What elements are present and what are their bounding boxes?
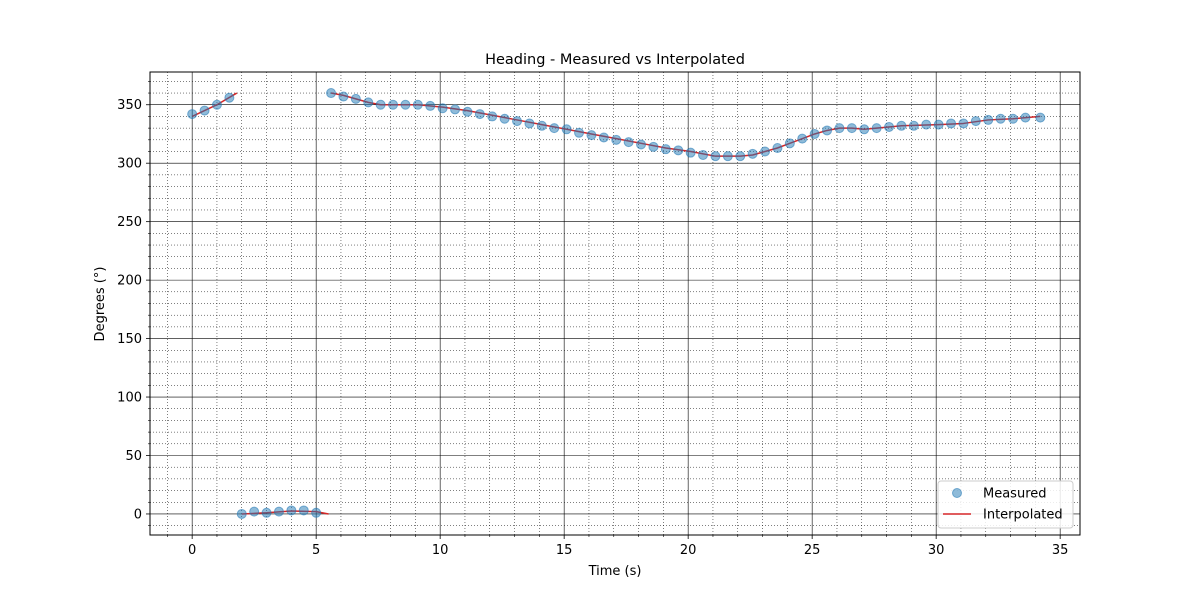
x-tick-label: 5 — [312, 543, 320, 558]
measured-point — [211, 99, 222, 110]
y-axis-label: Degrees (°) — [93, 267, 108, 342]
measured-point — [822, 125, 833, 136]
measured-point — [536, 120, 547, 131]
grid-lines — [150, 72, 1080, 535]
legend-measured-label: Measured — [983, 487, 1047, 502]
y-tick-label: 150 — [117, 332, 142, 347]
measured-point — [598, 132, 609, 143]
y-tick-label: 250 — [117, 215, 142, 230]
measured-point — [896, 120, 907, 131]
measured-point — [636, 139, 647, 150]
measured-point — [797, 133, 808, 144]
measured-point — [350, 93, 361, 104]
measured-point — [747, 148, 758, 159]
measured-point — [685, 147, 696, 158]
measured-point — [524, 118, 535, 129]
measured-point — [224, 92, 235, 103]
measured-point — [921, 119, 932, 130]
measured-point — [673, 145, 684, 156]
measured-point — [437, 103, 448, 114]
measured-point — [908, 120, 919, 131]
measured-point — [648, 141, 659, 152]
measured-point — [462, 106, 473, 117]
x-tick-label: 10 — [432, 543, 449, 558]
measured-point — [375, 99, 386, 110]
y-tick-label: 0 — [134, 507, 142, 522]
measured-point — [549, 123, 560, 134]
measured-point — [698, 150, 709, 161]
y-tick-label: 200 — [117, 274, 142, 289]
measured-point — [784, 138, 795, 149]
x-tick-label: 30 — [928, 543, 945, 558]
measured-point — [388, 99, 399, 110]
measured-point — [884, 121, 895, 132]
measured-point — [326, 88, 337, 99]
measured-point — [611, 134, 622, 145]
measured-point — [286, 505, 297, 516]
measured-point — [735, 151, 746, 162]
x-tick-label: 25 — [804, 543, 821, 558]
y-tick-label: 50 — [125, 449, 142, 464]
y-tick-label: 100 — [117, 391, 142, 406]
measured-point — [450, 104, 461, 115]
measured-point — [834, 123, 845, 134]
measured-point — [363, 97, 374, 108]
measured-point — [760, 146, 771, 157]
measured-point — [412, 99, 423, 110]
chart-title: Heading - Measured vs Interpolated — [485, 52, 745, 68]
measured-point — [846, 123, 857, 134]
x-tick-label: 35 — [1052, 543, 1069, 558]
measured-point — [660, 144, 671, 155]
measured-point — [261, 507, 272, 518]
legend: Measured Interpolated — [937, 480, 1074, 529]
y-tick-label: 350 — [117, 98, 142, 113]
measured-point — [871, 123, 882, 134]
measured-point — [859, 124, 870, 135]
measured-point — [273, 506, 284, 517]
measured-point — [574, 127, 585, 138]
measured-point — [249, 506, 260, 517]
measured-point — [487, 111, 498, 122]
measured-point — [586, 130, 597, 141]
measured-point — [499, 113, 510, 124]
interpolated-series — [191, 92, 1041, 515]
measured-point — [199, 105, 210, 116]
measured-point — [710, 151, 721, 162]
y-tick-label: 300 — [117, 157, 142, 172]
measured-point — [311, 507, 322, 518]
measured-point — [236, 508, 247, 519]
measured-point — [772, 142, 783, 153]
measured-point — [1008, 113, 1019, 124]
measured-point — [561, 124, 572, 135]
measured-point — [1020, 112, 1031, 123]
measured-point — [983, 114, 994, 125]
measured-point — [425, 100, 436, 111]
legend-interpolated-label: Interpolated — [983, 508, 1063, 523]
measured-point — [187, 109, 198, 120]
measured-point — [970, 116, 981, 127]
legend-box — [937, 480, 1074, 529]
measured-point — [958, 118, 969, 129]
measured-point — [722, 151, 733, 162]
measured-point — [995, 113, 1006, 124]
x-tick-label: 15 — [556, 543, 573, 558]
measured-point — [623, 137, 634, 148]
measured-point — [400, 99, 411, 110]
measured-point — [298, 505, 309, 516]
measured-point — [1035, 112, 1046, 123]
measured-point — [338, 91, 349, 102]
x-axis-label: Time (s) — [588, 564, 642, 579]
measured-point — [933, 119, 944, 130]
x-tick-label: 0 — [188, 543, 196, 558]
measured-series — [187, 88, 1046, 519]
measured-point — [946, 118, 957, 129]
legend-measured-marker — [952, 488, 962, 498]
measured-point — [809, 128, 820, 139]
measured-point — [512, 116, 523, 127]
x-tick-label: 20 — [680, 543, 697, 558]
measured-point — [474, 109, 485, 120]
